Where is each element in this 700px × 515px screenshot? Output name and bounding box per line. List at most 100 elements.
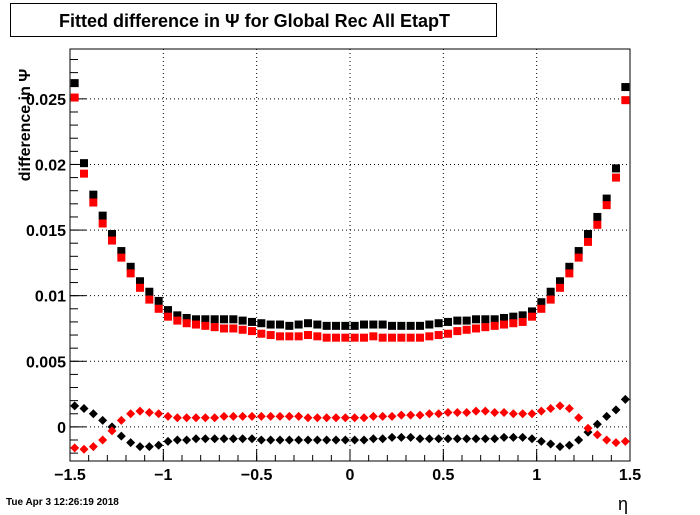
data-point-square [294, 320, 303, 329]
data-point-diamond [247, 411, 257, 421]
data-point-diamond [210, 413, 220, 423]
timestamp: Tue Apr 3 12:26:19 2018 [6, 497, 119, 508]
x-tick-label: −0.5 [241, 467, 273, 484]
data-point-square [481, 323, 490, 332]
data-point-diamond [396, 410, 406, 420]
data-point-square [584, 237, 592, 246]
data-point-diamond [527, 409, 537, 419]
data-point-diamond [98, 435, 108, 445]
data-point-diamond [312, 435, 322, 445]
data-point-square [360, 320, 368, 329]
data-point-diamond [620, 436, 630, 446]
data-point-diamond [191, 434, 201, 444]
data-point-square [416, 333, 424, 342]
data-point-square [462, 316, 471, 325]
grid-layer [70, 49, 630, 461]
data-point-square [350, 333, 359, 342]
data-point-square [397, 333, 406, 342]
data-point-diamond [424, 434, 434, 444]
data-point-diamond [350, 413, 360, 423]
data-point-diamond [294, 435, 304, 445]
data-point-diamond [462, 434, 472, 444]
data-point-diamond [359, 413, 369, 423]
data-point-diamond [592, 430, 602, 440]
data-point-diamond [172, 413, 182, 423]
data-point-square [108, 230, 116, 239]
data-point-diamond [340, 413, 350, 423]
y-tick-label: 0 [57, 420, 66, 437]
tick-label-layer: −1.5 −1 −0.5 0 0.5 1 1.5 0 0.005 0.01 0.015 0.02 0.0… [26, 92, 641, 484]
data-point-square [462, 325, 471, 334]
data-point-diamond [574, 413, 584, 423]
data-point-diamond [555, 401, 565, 411]
y-tick-label: 0.025 [26, 92, 66, 109]
data-point-square [238, 316, 247, 325]
data-point-diamond [275, 411, 285, 421]
data-point-diamond [284, 435, 294, 445]
data-point-square [136, 277, 144, 286]
data-point-square [220, 315, 228, 324]
data-point-diamond [312, 413, 322, 423]
data-point-diamond [331, 413, 341, 423]
data-point-diamond [592, 419, 602, 429]
data-point-square [192, 315, 200, 324]
data-point-square [350, 321, 359, 330]
data-point-square [332, 333, 340, 342]
data-point-square [416, 321, 424, 330]
data-point-square [182, 313, 191, 322]
data-point-diamond [611, 438, 621, 448]
data-point-square [313, 320, 322, 329]
data-point-diamond [518, 432, 528, 442]
data-point-square [294, 332, 303, 341]
data-point-diamond [555, 442, 565, 452]
data-point-square [126, 269, 135, 278]
data-point-diamond [434, 434, 444, 444]
data-point-square [164, 312, 172, 321]
data-point-square [378, 320, 387, 329]
data-point-square [500, 320, 508, 329]
data-point-diamond [331, 435, 341, 445]
plot-frame [69, 48, 631, 462]
data-point-diamond [406, 432, 416, 442]
data-point-square [500, 313, 508, 322]
data-point-square [173, 316, 182, 325]
title-box: Fitted difference in Ψ for Global Rec Al… [10, 3, 497, 37]
data-point-square [126, 262, 135, 271]
data-point-diamond [536, 436, 546, 446]
data-point-diamond [415, 410, 425, 420]
data-point-diamond [219, 411, 229, 421]
data-point-square [70, 79, 79, 88]
y-tick-label: 0.01 [35, 289, 66, 306]
x-tick-label: 1 [532, 467, 541, 484]
data-point-diamond [564, 404, 574, 414]
data-point-square [304, 319, 312, 328]
data-point-square [154, 296, 163, 305]
data-point-diamond [359, 435, 369, 445]
data-point-diamond [144, 442, 154, 452]
marker-layer [70, 79, 630, 454]
data-point-square [425, 320, 434, 329]
data-point-diamond [536, 406, 546, 416]
x-tick-label: 0.5 [432, 467, 454, 484]
data-point-diamond [508, 409, 518, 419]
data-point-diamond [602, 435, 612, 445]
data-point-square [472, 315, 480, 324]
x-tick-label: −1 [154, 467, 172, 484]
data-point-diamond [70, 401, 80, 411]
data-point-diamond [88, 442, 98, 452]
data-point-square [621, 96, 630, 105]
data-point-square [593, 212, 602, 221]
data-point-square [490, 321, 499, 330]
data-point-diamond [452, 434, 462, 444]
data-point-diamond [79, 444, 89, 454]
data-point-diamond [322, 435, 332, 445]
data-point-diamond [611, 405, 621, 415]
data-point-diamond [135, 406, 145, 416]
data-point-square [406, 321, 415, 330]
data-point-square [98, 219, 107, 228]
data-point-square [378, 333, 387, 342]
data-point-square [229, 315, 238, 324]
data-point-square [574, 253, 583, 262]
data-point-diamond [434, 409, 444, 419]
